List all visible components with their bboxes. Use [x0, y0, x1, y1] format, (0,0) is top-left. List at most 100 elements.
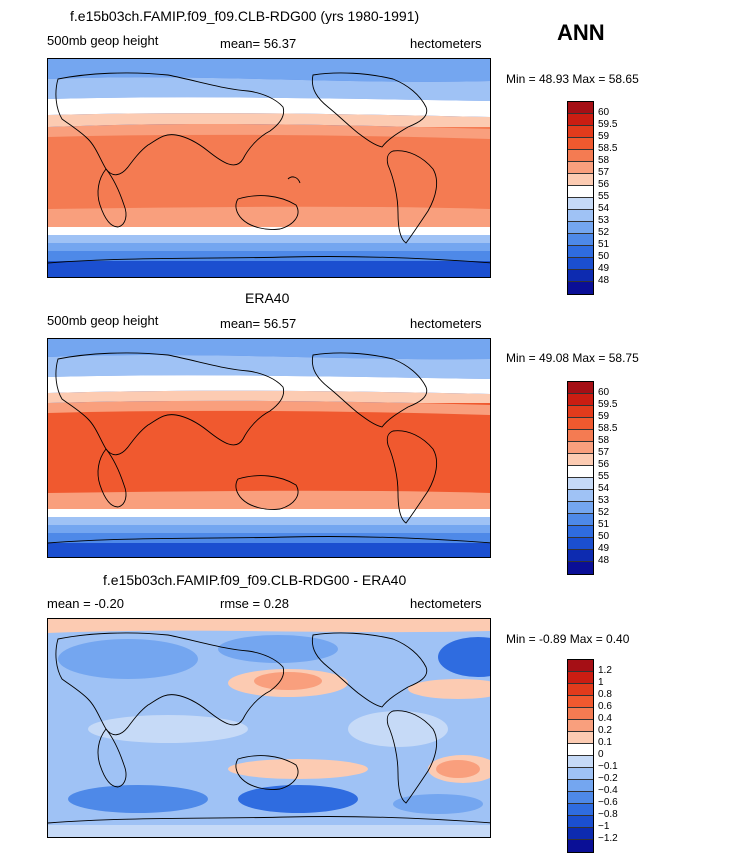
- panel-1-map: [47, 58, 491, 278]
- colorbar-label: 51: [598, 239, 610, 250]
- panel-3-title: f.e15b03ch.FAMIP.f09_f09.CLB-RDG00 - ERA…: [103, 572, 407, 588]
- panel-1-min-max: Min = 48.93 Max = 58.65: [506, 72, 639, 86]
- panel-2-colorbar-labels: 60 59.5 59 58.5 58 57 56 55 54 53 52 51 …: [598, 387, 617, 567]
- colorbar-label: 0.6: [598, 701, 612, 712]
- colorbar-label: 0: [598, 749, 604, 760]
- colorbar-swatch: [568, 780, 593, 792]
- colorbar-label: 51: [598, 519, 610, 530]
- colorbar-swatch: [568, 442, 593, 454]
- colorbar-label: 60: [598, 387, 610, 398]
- colorbar-label: −0.1: [598, 761, 618, 772]
- panel-3-colorbar: [567, 659, 594, 853]
- colorbar-label: 52: [598, 227, 610, 238]
- colorbar-swatch: [568, 246, 593, 258]
- panel-2-colorbar: [567, 381, 594, 575]
- colorbar-swatch: [568, 514, 593, 526]
- panel-3-rmse: rmse = 0.28: [220, 596, 290, 611]
- colorbar-label: 1.2: [598, 665, 612, 676]
- colorbar-swatch: [568, 684, 593, 696]
- colorbar-label: 58.5: [598, 423, 618, 434]
- colorbar-swatch: [568, 816, 593, 828]
- colorbar-label: 0.4: [598, 713, 612, 724]
- colorbar-swatch: [568, 768, 593, 780]
- colorbar-label: 60: [598, 107, 610, 118]
- colorbar-swatch: [568, 210, 593, 222]
- colorbar-label: 58: [598, 435, 610, 446]
- colorbar-label: 59.5: [598, 119, 618, 130]
- colorbar-swatch: [568, 394, 593, 406]
- colorbar-swatch: [568, 840, 593, 852]
- colorbar-swatch: [568, 562, 593, 574]
- colorbar-label: 49: [598, 543, 610, 554]
- colorbar-swatch: [568, 222, 593, 234]
- colorbar-swatch: [568, 538, 593, 550]
- colorbar-swatch: [568, 804, 593, 816]
- season-label: ANN: [557, 20, 605, 45]
- colorbar-label: 59: [598, 411, 610, 422]
- panel-3-min-max: Min = -0.89 Max = 0.40: [506, 632, 630, 646]
- colorbar-swatch: [568, 126, 593, 138]
- colorbar-label: 53: [598, 215, 610, 226]
- colorbar-swatch: [568, 466, 593, 478]
- colorbar-swatch: [568, 114, 593, 126]
- panel-2-map: [47, 338, 491, 558]
- colorbar-swatch: [568, 418, 593, 430]
- colorbar-swatch: [568, 430, 593, 442]
- panel-1-title: f.e15b03ch.FAMIP.f09_f09.CLB-RDG00 (yrs …: [70, 8, 420, 24]
- colorbar-label: 59: [598, 131, 610, 142]
- panel-2-title: ERA40: [245, 290, 290, 306]
- panel-3-colorbar-labels: 1.2 1 0.8 0.6 0.4 0.2 0.1 0 −0.1 −0.2 −0…: [598, 665, 618, 845]
- colorbar-label: 1: [598, 677, 604, 688]
- panel-1-units: hectometers: [410, 36, 482, 51]
- colorbar-swatch: [568, 454, 593, 466]
- colorbar-label: −1.2: [598, 833, 618, 844]
- panel-2-min-max: Min = 49.08 Max = 58.75: [506, 351, 639, 365]
- colorbar-swatch: [568, 672, 593, 684]
- colorbar-label: 50: [598, 531, 610, 542]
- colorbar-label: 57: [598, 167, 610, 178]
- colorbar-label: 58: [598, 155, 610, 166]
- colorbar-swatch: [568, 708, 593, 720]
- colorbar-label: 50: [598, 251, 610, 262]
- colorbar-label: 57: [598, 447, 610, 458]
- colorbar-label: −1: [598, 821, 610, 832]
- panel-3-units: hectometers: [410, 596, 482, 611]
- colorbar-swatch: [568, 490, 593, 502]
- colorbar-label: 53: [598, 495, 610, 506]
- colorbar-swatch: [568, 550, 593, 562]
- colorbar-label: −0.4: [598, 785, 618, 796]
- colorbar-swatch: [568, 478, 593, 490]
- colorbar-swatch: [568, 792, 593, 804]
- colorbar-label: 52: [598, 507, 610, 518]
- colorbar-label: −0.6: [598, 797, 618, 808]
- colorbar-label: 56: [598, 179, 610, 190]
- colorbar-label: 0.8: [598, 689, 612, 700]
- colorbar-label: 55: [598, 191, 610, 202]
- colorbar-swatch: [568, 258, 593, 270]
- colorbar-label: 59.5: [598, 399, 618, 410]
- colorbar-swatch: [568, 502, 593, 514]
- colorbar-label: 48: [598, 555, 610, 566]
- colorbar-swatch: [568, 756, 593, 768]
- colorbar-swatch: [568, 234, 593, 246]
- colorbar-label: 55: [598, 471, 610, 482]
- colorbar-swatch: [568, 150, 593, 162]
- colorbar-label: 58.5: [598, 143, 618, 154]
- colorbar-swatch: [568, 660, 593, 672]
- panel-2-field-label: 500mb geop height: [47, 313, 159, 328]
- colorbar-swatch: [568, 102, 593, 114]
- colorbar-label: 0.1: [598, 737, 612, 748]
- colorbar-swatch: [568, 138, 593, 150]
- colorbar-label: 0.2: [598, 725, 612, 736]
- colorbar-label: 48: [598, 275, 610, 286]
- colorbar-swatch: [568, 744, 593, 756]
- colorbar-swatch: [568, 732, 593, 744]
- panel-1-mean: mean= 56.37: [220, 36, 297, 51]
- colorbar-label: 54: [598, 203, 610, 214]
- colorbar-label: 56: [598, 459, 610, 470]
- colorbar-swatch: [568, 828, 593, 840]
- colorbar-swatch: [568, 198, 593, 210]
- colorbar-swatch: [568, 282, 593, 294]
- panel-2-mean: mean= 56.57: [220, 316, 297, 331]
- colorbar-swatch: [568, 526, 593, 538]
